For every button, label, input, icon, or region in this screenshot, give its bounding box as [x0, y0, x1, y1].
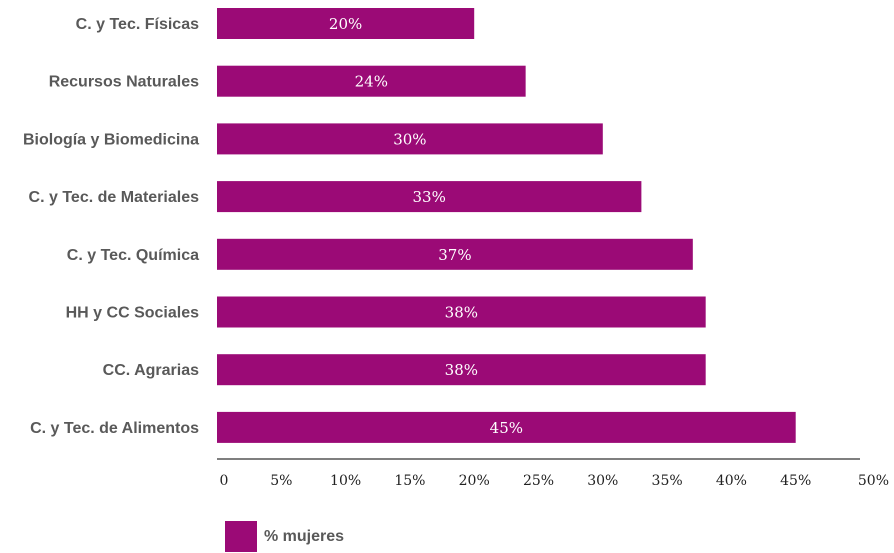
category-label: HH y CC Sociales	[66, 305, 199, 322]
x-tick-label: 40%	[716, 473, 747, 489]
bar	[217, 354, 706, 386]
category-label: Recursos Naturales	[49, 74, 199, 91]
data-label: 30%	[393, 130, 426, 148]
legend-label: % mujeres	[264, 528, 344, 545]
x-tick-label: 35%	[652, 473, 683, 489]
bar	[217, 411, 796, 443]
x-tick-label: 10%	[330, 473, 361, 489]
category-label: CC. Agrarias	[103, 362, 199, 379]
category-label: Biología y Biomedicina	[23, 131, 199, 148]
legend-swatch	[225, 521, 257, 552]
x-tick-label: 30%	[587, 473, 618, 489]
x-tick-label: 15%	[394, 473, 425, 489]
data-label: 38%	[445, 361, 478, 379]
bar	[217, 65, 526, 97]
category-label: C. y Tec. de Materiales	[29, 189, 200, 206]
data-label: 45%	[490, 419, 523, 437]
data-label: 38%	[445, 304, 478, 322]
data-label: 33%	[413, 188, 446, 206]
x-tick-label: 5%	[270, 473, 292, 489]
x-tick-label: 25%	[523, 473, 554, 489]
data-label: 37%	[438, 246, 471, 264]
bar	[217, 296, 706, 328]
category-label: C. y Tec. Físicas	[76, 16, 199, 33]
data-label: 20%	[329, 15, 362, 33]
bar	[217, 8, 475, 39]
x-tick-labels: 0 5% 10% 15% 20% 25% 30% 35% 40% 45% 50%	[220, 473, 889, 489]
data-label: 24%	[355, 73, 388, 91]
category-label: C. y Tec. Química	[67, 247, 199, 264]
legend: % mujeres	[225, 521, 344, 552]
bar	[217, 181, 642, 213]
bar	[217, 123, 603, 155]
category-label: C. y Tec. de Alimentos	[30, 420, 199, 437]
x-tick-label: 50%	[858, 473, 889, 489]
x-tick-label: 45%	[780, 473, 811, 489]
category-labels: C. y Tec. Físicas Recursos Naturales Biolo…	[23, 16, 199, 437]
bar	[217, 238, 693, 270]
x-tick-label: 20%	[459, 473, 490, 489]
x-tick-label: 0	[220, 473, 229, 489]
bars-group: 20% 24% 30% 33% 37% 38% 38% 45%	[217, 8, 796, 443]
